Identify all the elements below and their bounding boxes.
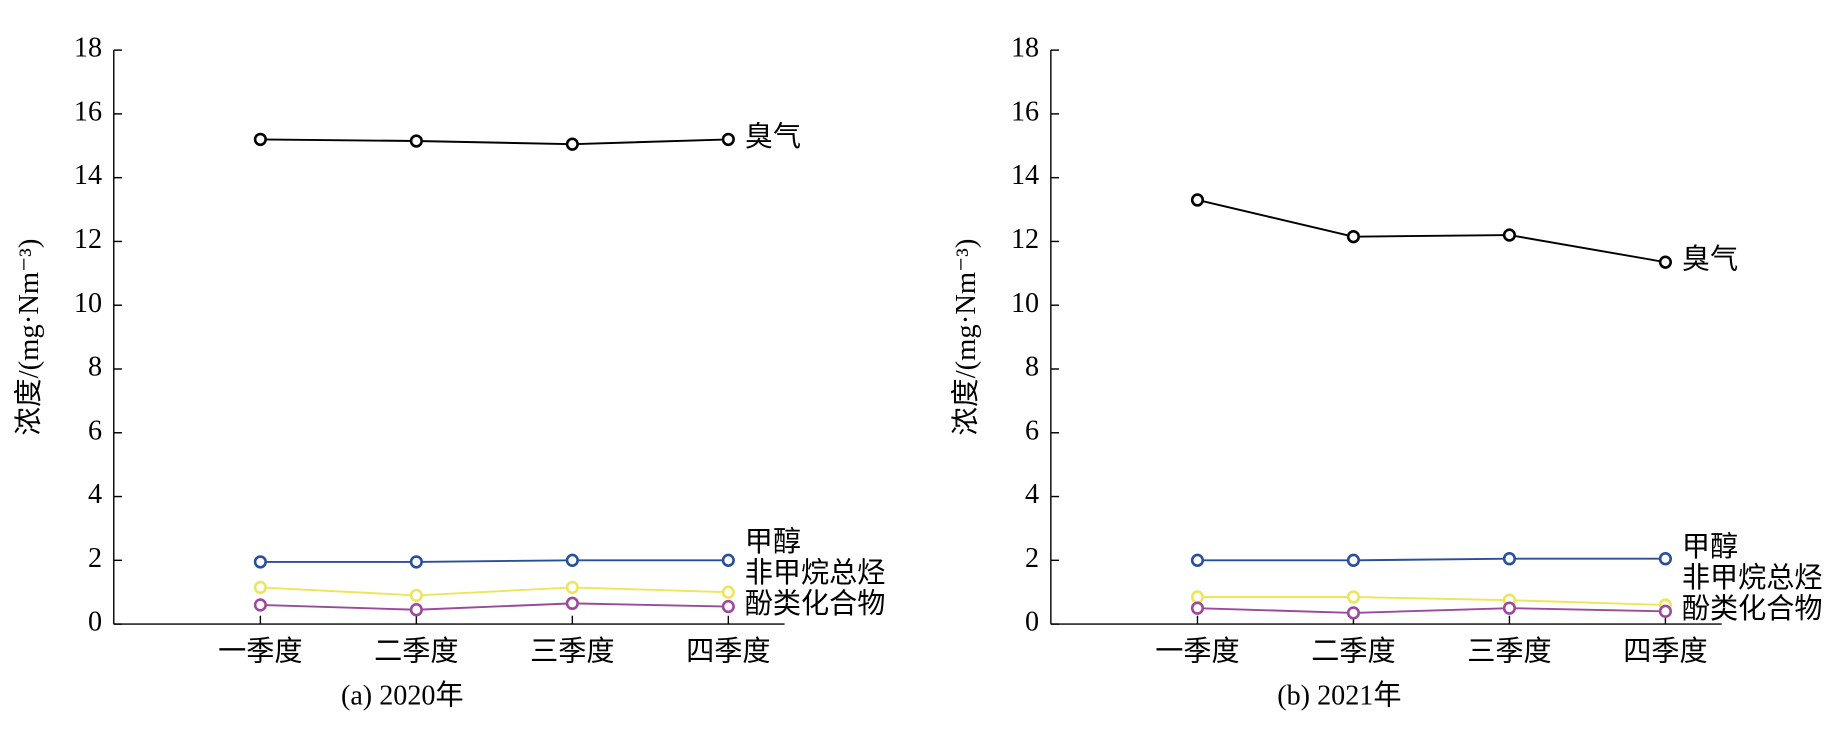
series-line (1197, 199, 1666, 264)
data-point (1502, 228, 1517, 242)
data-point (409, 603, 423, 617)
y-tick-label: 8 (88, 351, 102, 382)
x-tick-label: 三季度 (530, 635, 614, 667)
data-point (721, 553, 735, 567)
data-point (1658, 552, 1672, 566)
y-tick-label: 14 (74, 160, 102, 191)
series-label: 酚类化合物 (745, 588, 886, 620)
data-point (1190, 590, 1205, 604)
y-tick-label: 12 (1011, 224, 1039, 255)
data-point (409, 555, 423, 569)
data-point (253, 580, 267, 595)
data-point (721, 132, 735, 147)
data-point (1190, 193, 1205, 207)
chart-title: (b) 2021年 (1277, 679, 1401, 711)
y-tick-label: 8 (1025, 351, 1039, 382)
y-tick-label: 18 (1011, 32, 1039, 63)
data-point (1346, 590, 1361, 604)
data-point (253, 598, 267, 612)
y-tick-label: 0 (1025, 606, 1039, 637)
series-label: 酚类化合物 (1682, 593, 1823, 625)
y-tick-label: 6 (1025, 415, 1039, 446)
data-point (721, 599, 735, 614)
data-point (1658, 255, 1672, 269)
data-point (1346, 553, 1361, 567)
data-point (409, 134, 423, 148)
x-tick-label: 一季度 (1155, 635, 1239, 667)
y-tick-label: 16 (74, 96, 102, 127)
data-point (1190, 553, 1205, 567)
data-point (565, 580, 579, 595)
data-point (721, 585, 735, 599)
y-tick-label: 18 (74, 32, 102, 63)
series-label: 非甲烷总烃 (745, 557, 886, 589)
x-tick-label: 三季度 (1467, 635, 1551, 667)
series-label: 臭气 (745, 121, 801, 153)
x-tick-label: 二季度 (374, 635, 458, 667)
data-point (1658, 604, 1672, 619)
series-label: 非甲烷总烃 (1682, 562, 1823, 594)
x-tick-label: 一季度 (218, 635, 302, 667)
data-point (565, 553, 579, 567)
data-point (253, 555, 267, 569)
y-tick-label: 4 (88, 479, 102, 510)
y-tick-label: 6 (88, 415, 102, 446)
data-point (1502, 601, 1517, 615)
x-tick-label: 二季度 (1311, 635, 1395, 667)
series-line (260, 559, 729, 563)
y-axis-label: 浓度/(mg·Nm⁻³) (13, 239, 45, 436)
data-point (565, 137, 579, 151)
series-line (1197, 557, 1666, 562)
data-point (565, 596, 579, 611)
y-tick-label: 16 (1011, 96, 1039, 127)
series-line (260, 586, 729, 597)
data-point (253, 132, 267, 147)
chart-title: (a) 2020年 (341, 679, 464, 711)
data-point (409, 588, 423, 603)
y-tick-label: 10 (1011, 288, 1039, 319)
series-label: 甲醇 (745, 526, 801, 558)
y-tick-label: 0 (88, 606, 102, 637)
y-tick-label: 12 (74, 224, 102, 255)
series-label: 臭气 (1682, 244, 1738, 276)
data-point (1502, 552, 1517, 566)
x-tick-label: 四季度 (1623, 635, 1707, 667)
series-line (260, 138, 729, 146)
series-label: 甲醇 (1682, 531, 1738, 563)
data-point (1346, 229, 1361, 244)
y-tick-label: 4 (1025, 479, 1039, 510)
series-line (1197, 607, 1666, 614)
data-point (1190, 601, 1205, 615)
y-tick-label: 14 (1011, 160, 1039, 191)
data-point (1346, 606, 1361, 620)
y-axis-label: 浓度/(mg·Nm⁻³) (950, 239, 982, 436)
y-tick-label: 2 (88, 543, 102, 574)
x-tick-label: 四季度 (686, 635, 770, 667)
y-tick-label: 2 (1025, 543, 1039, 574)
series-line (1197, 596, 1666, 606)
series-line (260, 602, 729, 611)
y-tick-label: 10 (74, 288, 102, 319)
